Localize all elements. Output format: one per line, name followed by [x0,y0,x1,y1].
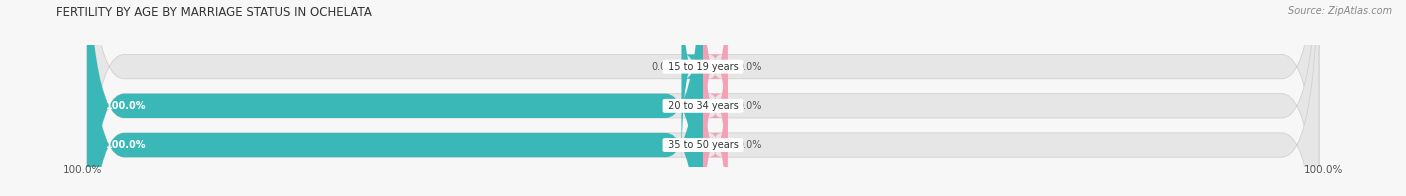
Text: Source: ZipAtlas.com: Source: ZipAtlas.com [1288,6,1392,16]
Text: FERTILITY BY AGE BY MARRIAGE STATUS IN OCHELATA: FERTILITY BY AGE BY MARRIAGE STATUS IN O… [56,6,373,19]
FancyBboxPatch shape [87,0,703,196]
FancyBboxPatch shape [87,0,1319,196]
Text: 0.0%: 0.0% [737,101,761,111]
Text: 100.0%: 100.0% [62,165,101,175]
FancyBboxPatch shape [87,0,1319,196]
Text: 100.0%: 100.0% [105,140,146,150]
FancyBboxPatch shape [87,0,703,196]
Text: 0.0%: 0.0% [737,62,761,72]
Text: 100.0%: 100.0% [105,101,146,111]
FancyBboxPatch shape [703,0,728,172]
FancyBboxPatch shape [703,0,728,196]
Text: 20 to 34 years: 20 to 34 years [665,101,741,111]
FancyBboxPatch shape [703,40,728,196]
Text: 0.0%: 0.0% [651,62,675,72]
Text: 35 to 50 years: 35 to 50 years [665,140,741,150]
FancyBboxPatch shape [87,0,1319,196]
FancyBboxPatch shape [682,0,703,172]
Text: 15 to 19 years: 15 to 19 years [665,62,741,72]
Text: 100.0%: 100.0% [1305,165,1344,175]
Text: 0.0%: 0.0% [737,140,761,150]
